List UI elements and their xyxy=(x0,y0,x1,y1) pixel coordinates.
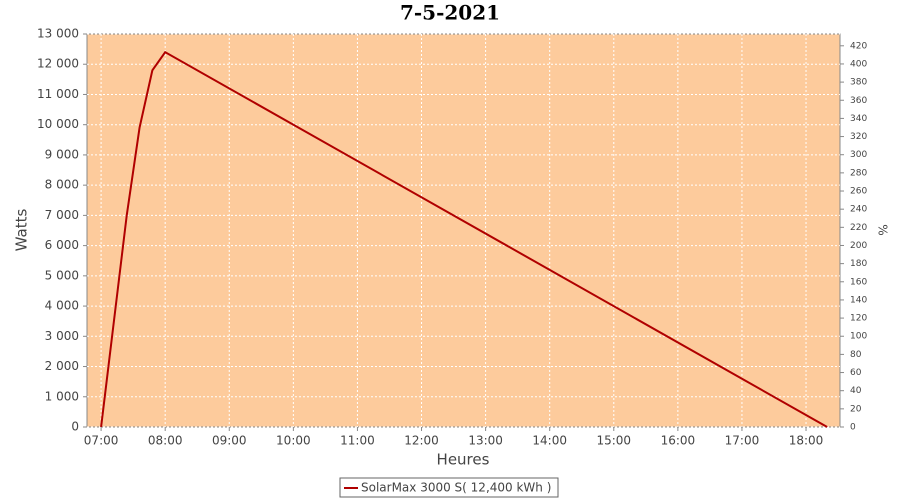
y-tick-label: 10 000 xyxy=(37,117,79,131)
x-tick-label: 17:00 xyxy=(725,434,760,448)
x-tick-label: 12:00 xyxy=(404,434,439,448)
chart-title: 7-5-2021 xyxy=(400,1,500,25)
plot-background xyxy=(86,33,841,428)
x-tick-label: 07:00 xyxy=(84,434,119,448)
x-tick-label: 11:00 xyxy=(340,434,375,448)
y2-tick-label: 0 xyxy=(850,423,856,433)
y-tick-label: 3 000 xyxy=(45,329,79,343)
y2-tick-label: 400 xyxy=(850,59,867,69)
y2-tick-label: 120 xyxy=(850,314,867,324)
y2-tick-label: 200 xyxy=(850,241,867,251)
y2-tick-label: 20 xyxy=(850,404,862,414)
y2-tick-label: 260 xyxy=(850,187,867,197)
y2-tick-label: 80 xyxy=(850,350,862,360)
y2-tick-label: 380 xyxy=(850,78,867,88)
y-tick-label: 4 000 xyxy=(45,299,79,313)
x-tick-label: 08:00 xyxy=(148,434,183,448)
y2-tick-label: 280 xyxy=(850,168,867,178)
y2-tick-label: 180 xyxy=(850,259,867,269)
y-tick-label: 11 000 xyxy=(37,87,79,101)
y-tick-label: 6 000 xyxy=(45,238,79,252)
y-tick-label: 2 000 xyxy=(45,359,79,373)
y-axis-label: Watts xyxy=(13,209,31,252)
x-tick-label: 13:00 xyxy=(468,434,503,448)
y-tick-label: 9 000 xyxy=(45,147,79,161)
y2-tick-label: 140 xyxy=(850,295,867,305)
y-tick-label: 5 000 xyxy=(45,268,79,282)
y-tick-label: 1 000 xyxy=(45,389,79,403)
legend-box xyxy=(339,477,559,498)
y2-tick-label: 160 xyxy=(850,277,867,287)
y-tick-label: 13 000 xyxy=(37,27,79,41)
y2-tick-label: 220 xyxy=(850,223,867,233)
y-tick-label: 12 000 xyxy=(37,57,79,71)
y2-tick-label: 40 xyxy=(850,386,862,396)
series-line xyxy=(100,50,828,428)
y2-tick-label: 360 xyxy=(850,96,867,106)
y-tick-label: 8 000 xyxy=(45,178,79,192)
y2-tick-label: 300 xyxy=(850,150,867,160)
y-tick-label: 0 xyxy=(71,420,79,434)
x-tick-label: 18:00 xyxy=(789,434,824,448)
x-axis-label: Heures xyxy=(437,451,490,469)
y2-axis-label: % xyxy=(876,224,890,235)
y2-tick-label: 60 xyxy=(850,368,862,378)
x-tick-label: 10:00 xyxy=(276,434,311,448)
y2-tick-label: 340 xyxy=(850,114,867,124)
x-tick-label: 09:00 xyxy=(212,434,247,448)
x-tick-label: 16:00 xyxy=(661,434,696,448)
x-tick-label: 14:00 xyxy=(532,434,567,448)
x-tick-label: 15:00 xyxy=(596,434,631,448)
legend-label: SolarMax 3000 S( 12,400 kWh ) xyxy=(361,481,551,495)
y2-tick-label: 100 xyxy=(850,332,867,342)
y2-tick-label: 420 xyxy=(850,41,867,51)
y2-tick-label: 240 xyxy=(850,205,867,215)
y-tick-label: 7 000 xyxy=(45,208,79,222)
y2-tick-label: 320 xyxy=(850,132,867,142)
